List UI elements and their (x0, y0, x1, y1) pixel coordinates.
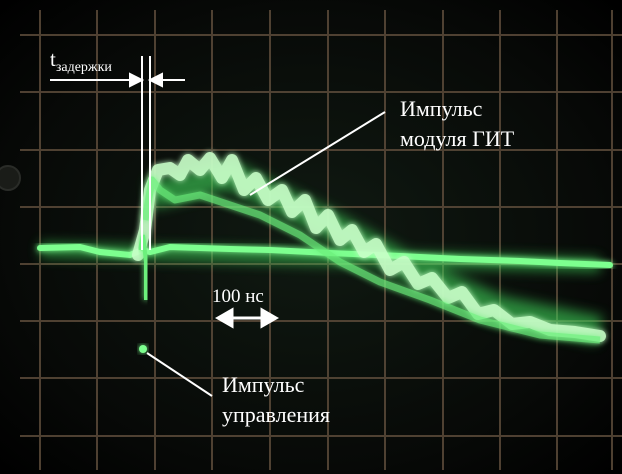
control-pulse-label-line2: управления (222, 402, 331, 427)
delay-label: tзадержки (50, 46, 112, 81)
time-scale-arrow (214, 307, 280, 329)
control-pulse-dot (139, 345, 147, 353)
time-scale-label: 100 нс (212, 286, 264, 307)
control-pulse-pointer (146, 352, 213, 397)
git-pulse-pointer (249, 111, 386, 196)
delay-label-subscript: задержки (55, 60, 112, 75)
git-pulse-label-line2: модуля ГИТ (400, 126, 515, 151)
delay-label-main: t (50, 47, 56, 71)
git-pulse-trace-edge (141, 176, 601, 344)
git-pulse-label-line1: Импульс (400, 96, 483, 121)
bezel-knob (0, 165, 21, 191)
delay-markers (141, 56, 151, 250)
control-pulse-label-line1: Импульс (222, 372, 305, 397)
git-pulse-trace (132, 152, 606, 342)
baseline-trace (37, 243, 613, 268)
delay-arrows (50, 72, 185, 88)
